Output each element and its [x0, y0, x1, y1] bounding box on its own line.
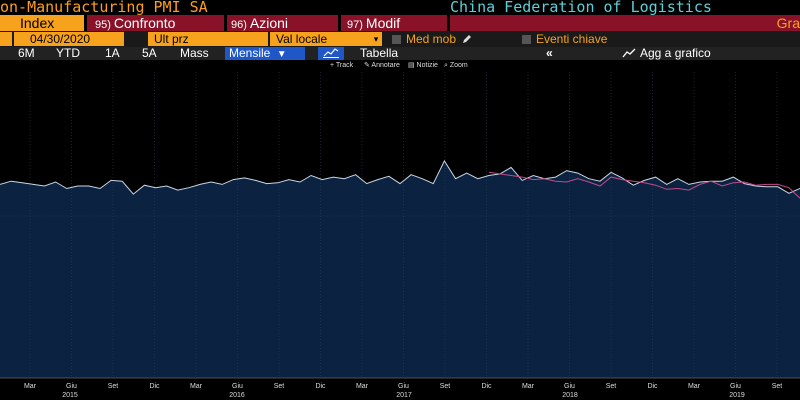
edit-hotkey: 97): [347, 19, 363, 31]
range-ytd-button[interactable]: YTD: [56, 46, 80, 60]
title-bar: on-Manufacturing PMI SA China Federation…: [0, 0, 800, 16]
x-tick-label: Giu: [398, 383, 409, 390]
year-label: 2016: [229, 392, 245, 399]
line-chart-icon[interactable]: [318, 47, 344, 60]
actions-button[interactable]: 96) Azioni: [227, 15, 338, 32]
range-5y-button[interactable]: 5A: [142, 46, 157, 60]
series-line-main: [0, 159, 800, 195]
year-label: 2018: [562, 392, 578, 399]
edit-label: Modif: [365, 15, 401, 31]
x-tick-label: Mar: [688, 383, 701, 390]
x-tick-label: Mar: [522, 383, 535, 390]
function-key-bar: Index 95) Confronto 96) Azioni 97) Modif Gr…: [0, 15, 800, 32]
x-tick-label: Set: [606, 383, 617, 390]
end-date-field[interactable]: 04/30/2020: [14, 32, 124, 46]
frequency-select[interactable]: Mensile ▼: [225, 47, 305, 60]
toolbar-track[interactable]: + Track: [330, 62, 354, 69]
x-tick-label: Giu: [66, 383, 77, 390]
table-button[interactable]: Tabella: [360, 46, 399, 60]
moving-average-label: Med mob: [406, 32, 457, 46]
x-tick-label: Set: [440, 383, 451, 390]
x-tick-label: Dic: [315, 383, 326, 390]
x-tick-label: Dic: [647, 383, 658, 390]
series-area: [0, 160, 800, 378]
pmi-chart[interactable]: + Track ✎ Annotare ▤ Notizie ⌕ Zoom Mar Giu Se…: [0, 60, 800, 400]
security-title: on-Manufacturing PMI SA: [0, 0, 208, 16]
x-tick-label: Giu: [232, 383, 243, 390]
toolbar-zoom[interactable]: ⌕ Zoom: [444, 62, 468, 69]
year-label: 2017: [396, 392, 412, 399]
pencil-icon[interactable]: [462, 34, 472, 44]
chevron-down-icon[interactable]: ▾: [370, 32, 382, 46]
price-field[interactable]: Ult prz: [148, 32, 268, 46]
checkbox-icon[interactable]: [392, 35, 401, 44]
currency-select[interactable]: Val locale: [270, 32, 370, 46]
x-tick-label: Mar: [24, 383, 37, 390]
actions-hotkey: 96): [231, 19, 247, 31]
compare-button[interactable]: 95) Confronto: [87, 15, 224, 32]
chart-menu-button[interactable]: Gra: [450, 15, 800, 32]
year-label: 2015: [62, 392, 78, 399]
year-label: 2019: [729, 392, 745, 399]
x-tick-label: Set: [108, 383, 119, 390]
x-tick-label: Giu: [564, 383, 575, 390]
toolbar-news[interactable]: ▤ Notizie: [408, 62, 438, 69]
x-tick-label: Mar: [190, 383, 203, 390]
collapse-icon[interactable]: «: [546, 46, 553, 60]
key-events-toggle[interactable]: Eventi chiave: [522, 32, 607, 46]
checkbox-icon[interactable]: [522, 35, 531, 44]
actions-label: Azioni: [249, 15, 289, 31]
controls-bar: 04/30/2020 Ult prz Val locale ▾ Med mob …: [0, 31, 800, 47]
moving-average-toggle[interactable]: Med mob: [392, 32, 472, 46]
date-range-marker[interactable]: [0, 32, 12, 46]
compare-label: Confronto: [113, 15, 176, 31]
add-to-chart-button[interactable]: Agg a grafico: [622, 47, 711, 60]
range-bar: 6M YTD 1A 5A Mass Mensile ▼ Tabella « Ag…: [0, 47, 800, 60]
range-1y-button[interactable]: 1A: [105, 46, 120, 60]
x-tick-label: Dic: [481, 383, 492, 390]
x-tick-label: Mar: [356, 383, 369, 390]
chevron-down-icon: ▼: [276, 49, 287, 60]
chart-add-icon: [622, 48, 636, 58]
x-tick-label: Set: [772, 383, 783, 390]
range-max-button[interactable]: Mass: [180, 46, 209, 60]
x-tick-label: Set: [274, 383, 285, 390]
frequency-label: Mensile: [229, 46, 271, 60]
edit-button[interactable]: 97) Modif: [341, 15, 447, 32]
compare-hotkey: 95): [95, 19, 111, 31]
key-events-label: Eventi chiave: [536, 32, 608, 46]
security-description: China Federation of Logistics: [450, 0, 712, 16]
toolbar-annotate[interactable]: ✎ Annotare: [364, 62, 400, 69]
add-to-chart-label: Agg a grafico: [640, 46, 711, 60]
x-tick-label: Dic: [149, 383, 160, 390]
x-tick-label: Giu: [730, 383, 741, 390]
chart-area[interactable]: + Track ✎ Annotare ▤ Notizie ⌕ Zoom Mar Giu Se…: [0, 60, 800, 400]
index-button[interactable]: Index: [0, 15, 84, 32]
series-line-secondary: [488, 171, 800, 199]
range-6m-button[interactable]: 6M: [18, 46, 35, 60]
